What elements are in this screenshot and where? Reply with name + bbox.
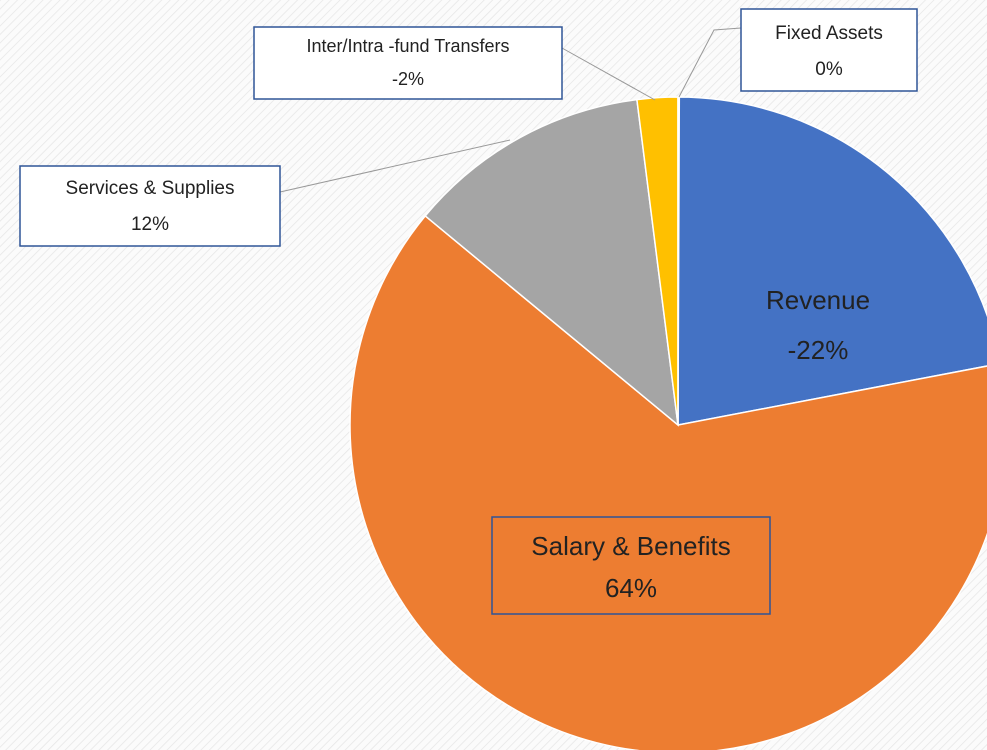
label-box	[19, 165, 281, 247]
value-label: -2%	[392, 69, 424, 89]
label-box	[491, 516, 771, 615]
value-label: 64%	[605, 573, 657, 603]
pie	[349, 96, 987, 750]
category-label: Inter/Intra -fund Transfers	[306, 36, 509, 56]
leader-line	[678, 27, 742, 98]
label-box	[253, 26, 563, 100]
leader-line	[561, 47, 656, 101]
label-box	[740, 8, 918, 92]
category-label: Salary & Benefits	[531, 531, 730, 561]
leader-line	[279, 139, 511, 193]
pie-slice	[677, 96, 987, 426]
value-label: -22%	[788, 335, 849, 365]
data-labels: Revenue -22% Salary & Benefits 64% Services …	[66, 23, 883, 603]
category-label: Fixed Assets	[775, 23, 883, 44]
leader-lines	[279, 27, 742, 193]
pie-slice	[349, 214, 987, 750]
pie-slice	[424, 98, 679, 427]
value-label: 12%	[131, 214, 169, 235]
label-boxes	[19, 8, 918, 615]
category-label: Revenue	[766, 285, 870, 315]
category-label: Services & Supplies	[66, 178, 235, 199]
value-label: 0%	[815, 59, 843, 80]
